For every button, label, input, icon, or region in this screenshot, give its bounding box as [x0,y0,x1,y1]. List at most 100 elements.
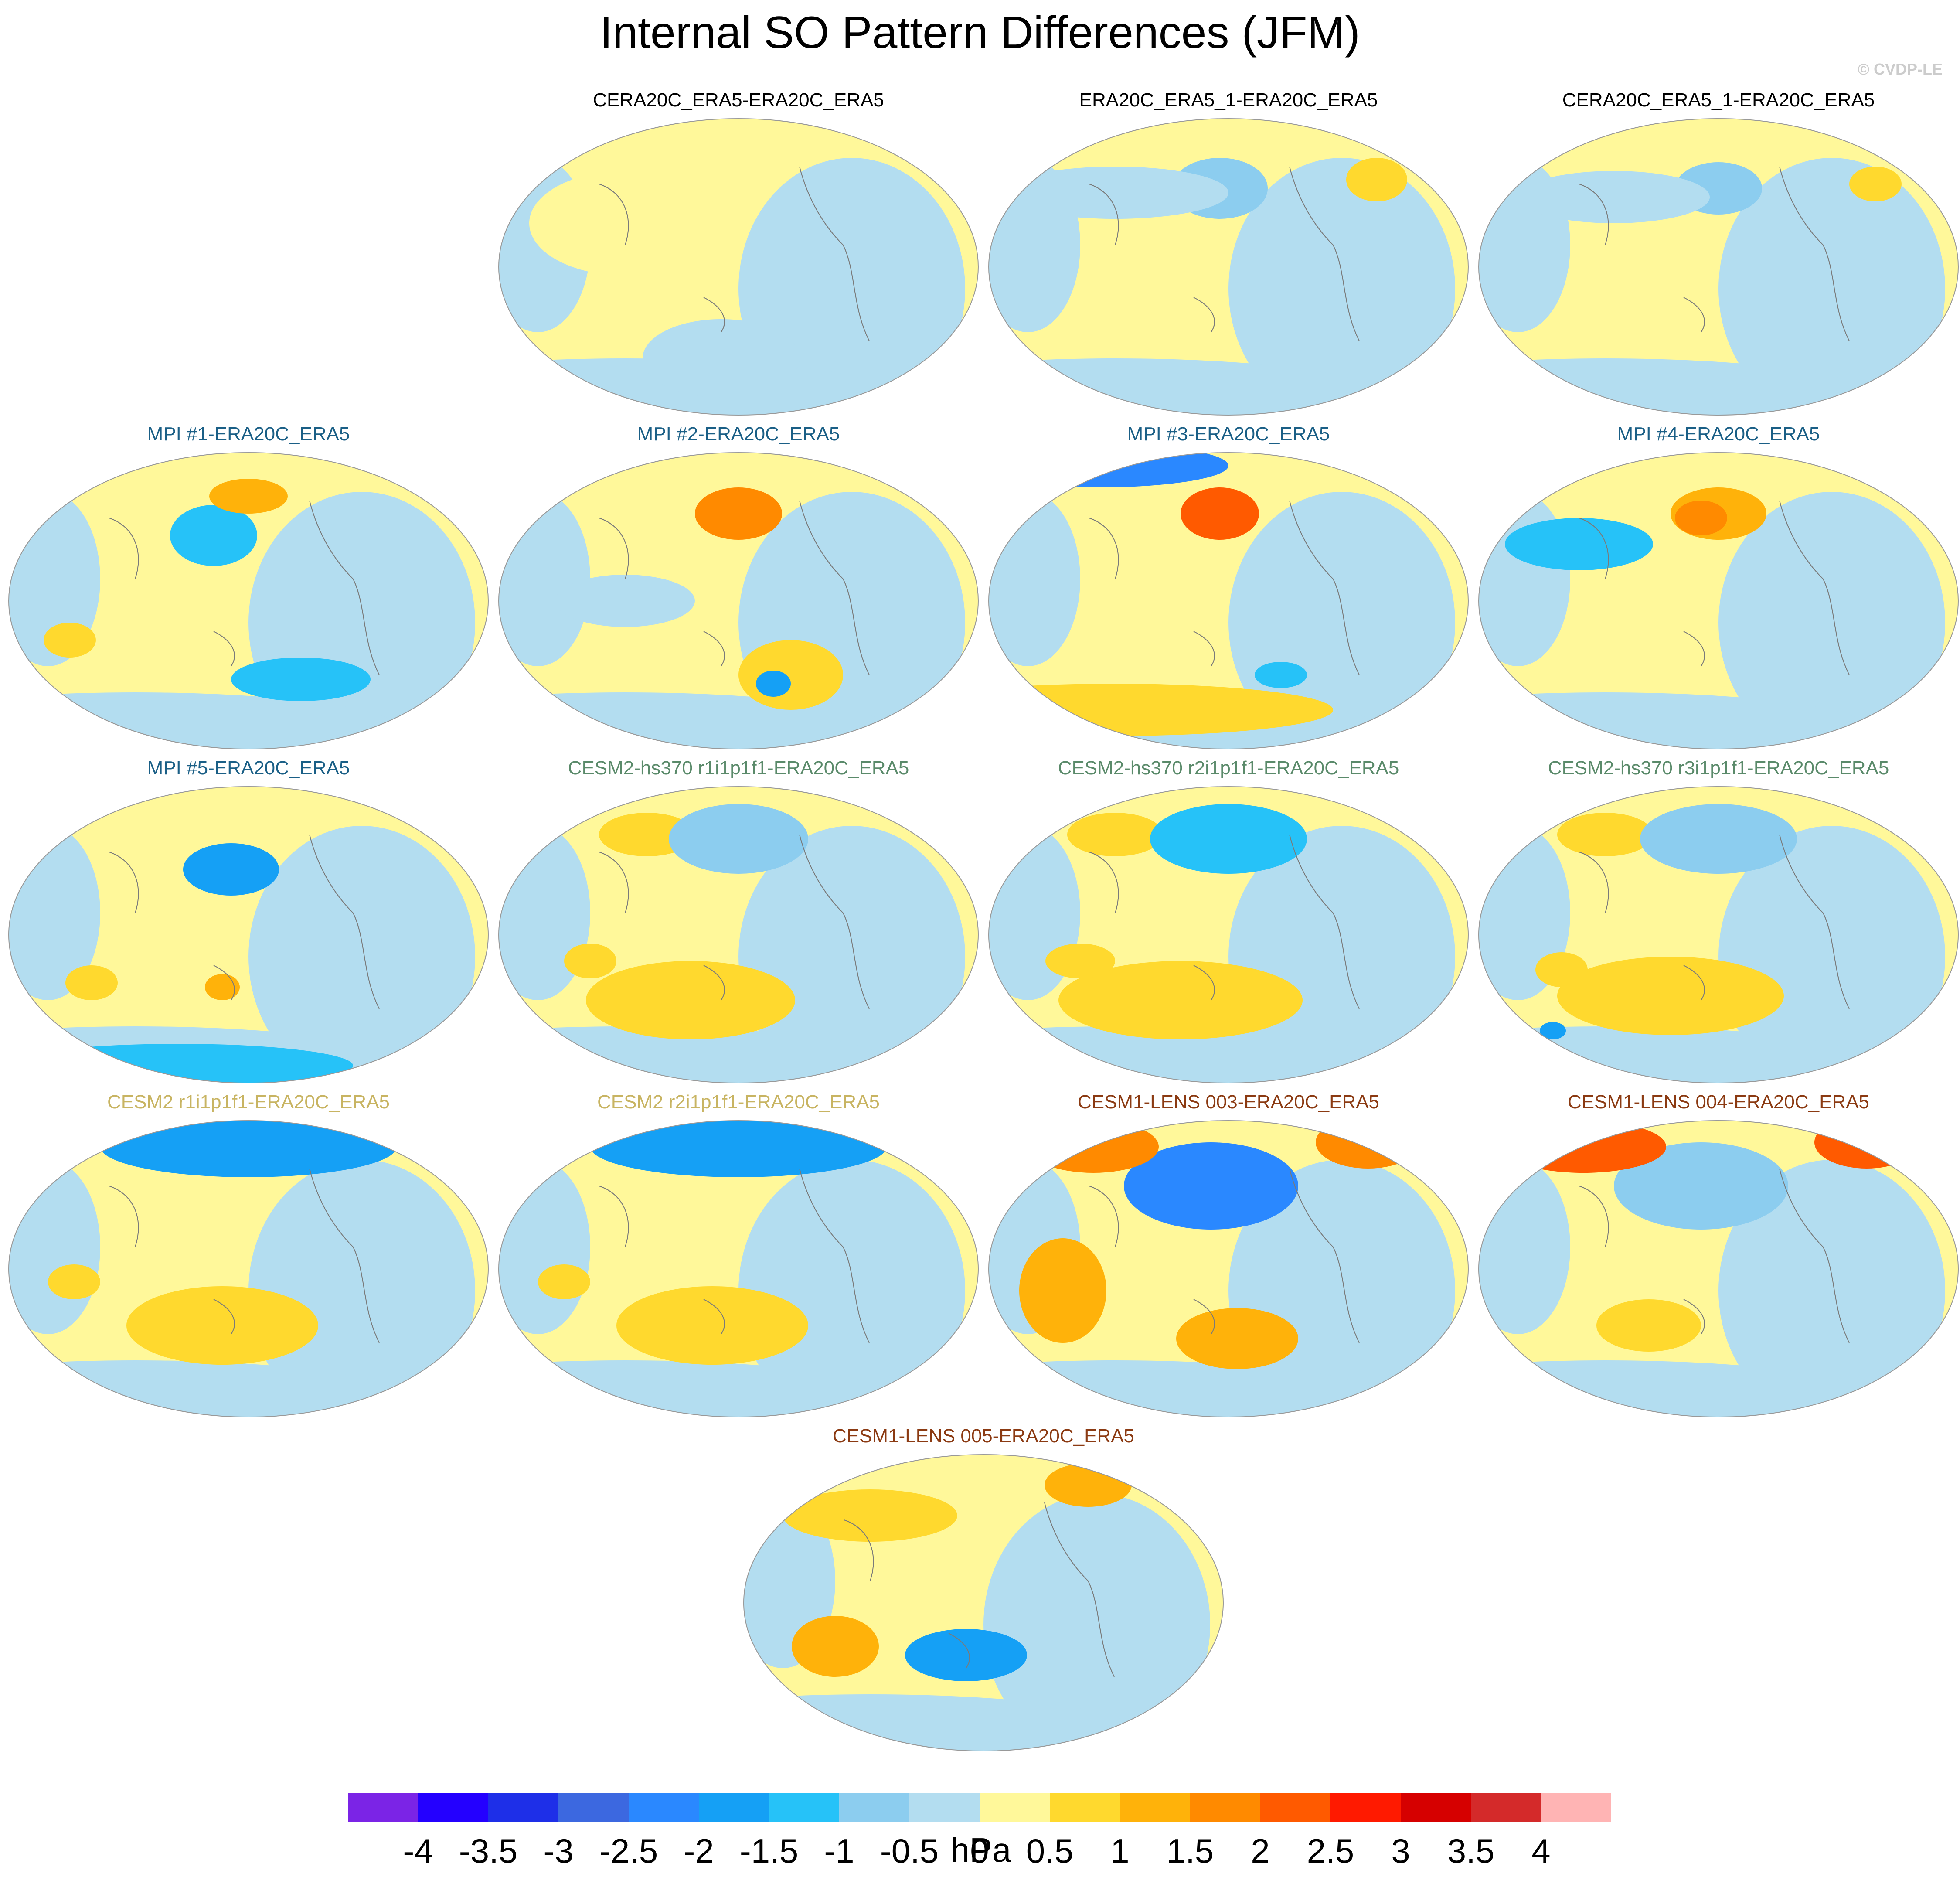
anomaly-region [248,1160,475,1417]
anomaly-region [1255,662,1307,688]
coastline [1089,834,1360,1009]
map-border [8,452,489,749]
anomaly-region [205,974,240,1000]
map-panel: MPI #4-ERA20C_ERA5 [1474,421,1960,756]
anomaly-region [1540,1022,1566,1039]
colorbar-swatch [909,1793,980,1822]
colorbar-tick-label: -3 [543,1832,574,1870]
world-map [1478,118,1959,416]
panel-title: CERA20C_ERA5-ERA20C_ERA5 [593,89,884,111]
panel-title: CESM1-LENS 003-ERA20C_ERA5 [1077,1091,1380,1113]
panel-title: CESM1-LENS 005-ERA20C_ERA5 [832,1425,1135,1447]
anomaly-region [590,1121,887,1177]
anomaly-region [1058,961,1303,1039]
anomaly-region [738,826,965,1083]
panel-title: MPI #3-ERA20C_ERA5 [1127,423,1330,445]
map-panel: CESM2 r2i1p1f1-ERA20C_ERA5 [494,1089,983,1424]
colorbar-tick-label: -3.5 [459,1832,518,1870]
colorbar-tick-label: 2.5 [1307,1832,1354,1870]
coastline [1089,1168,1360,1343]
coastline [844,1502,1115,1677]
anomaly-region [1535,952,1588,987]
coastline [1579,1168,1850,1343]
figure-title: Internal SO Pattern Differences (JFM) [600,7,1360,58]
map-panel: CERA20C_ERA5-ERA20C_ERA5 [494,87,983,422]
anomaly-region [100,1121,397,1177]
colorbar-swatch [558,1793,629,1822]
panel-title: MPI #4-ERA20C_ERA5 [1617,423,1820,445]
anomaly-region [756,671,791,697]
anomaly-region [1557,813,1653,856]
map-border [988,786,1469,1083]
anomaly-region [738,1160,965,1417]
map-border [8,1120,489,1417]
colorbar-tick-label: 3 [1391,1832,1410,1870]
world-map [498,452,979,749]
map-panel: CESM2-hs370 r3i1p1f1-ERA20C_ERA5 [1474,755,1960,1090]
map-panel: MPI #3-ERA20C_ERA5 [984,421,1473,756]
anomaly-region [1019,1238,1106,1343]
panel-title: MPI #5-ERA20C_ERA5 [147,757,350,779]
anomaly-region [1479,1026,1867,1083]
anomaly-region [1718,492,1945,749]
colorbar-swatch [1401,1793,1471,1822]
colorbar-tick-label: -1 [824,1832,854,1870]
anomaly-region [1479,1360,1867,1417]
anomaly-region [783,1489,957,1542]
anomaly-region [248,826,475,1083]
panel-title: CESM2-hs370 r3i1p1f1-ERA20C_ERA5 [1548,757,1889,779]
world-map [988,118,1469,416]
colorbar-swatch [629,1793,699,1822]
panel-title: CESM2 r1i1p1f1-ERA20C_ERA5 [107,1091,390,1113]
anomaly-region [1045,944,1115,978]
colorbar-tick-label: -4 [403,1832,433,1870]
map-panel: MPI #1-ERA20C_ERA5 [4,421,493,756]
colorbar-swatch [699,1793,769,1822]
world-map [1478,1120,1959,1417]
anomaly-region [231,658,371,701]
colorbar-swatch [839,1793,909,1822]
world-map [498,118,979,416]
anomaly-region [792,1616,879,1677]
anomaly-region [1176,1308,1298,1369]
colorbar-swatch [1050,1793,1120,1822]
anomaly-region [499,1360,887,1417]
colorbar-swatch [418,1793,488,1822]
coastline [1579,500,1850,675]
colorbar-tick-label: 0.5 [1026,1832,1074,1870]
anomaly-region [1718,158,1945,415]
anomaly-region [170,505,257,566]
anomaly-region [1614,1142,1788,1230]
coastline [1579,166,1850,341]
anomaly-region [1228,826,1455,1083]
map-panel: CESM1-LENS 004-ERA20C_ERA5 [1474,1089,1960,1424]
anomaly-region [564,944,616,978]
anomaly-region [499,1026,887,1083]
panel-title: ERA20C_ERA5_1-ERA20C_ERA5 [1079,89,1378,111]
map-border [498,452,979,749]
panel-title: CESM1-LENS 004-ERA20C_ERA5 [1567,1091,1870,1113]
anomaly-region [1596,1299,1701,1352]
anomaly-region [126,1286,318,1365]
map-border [1478,786,1959,1083]
panel-title: CERA20C_ERA5_1-ERA20C_ERA5 [1562,89,1875,111]
world-map [8,1120,489,1417]
colorbar-swatch [980,1793,1050,1822]
anomaly-region [1505,518,1653,570]
map-border [1478,118,1959,416]
anomaly-region [1002,167,1228,219]
anomaly-region [744,1694,1132,1751]
coastline [109,1168,380,1343]
map-panel: CESM1-LENS 003-ERA20C_ERA5 [984,1089,1473,1424]
map-border [498,1120,979,1417]
anomaly-region [1150,804,1307,874]
world-map [1478,452,1959,749]
map-panel: ERA20C_ERA5_1-ERA20C_ERA5 [984,87,1473,422]
map-border [1478,1120,1959,1417]
anomaly-region [538,1264,590,1299]
anomaly-region [1849,167,1902,201]
colorbar-tick-label: -0.5 [880,1832,939,1870]
colorbar-tick-label: -2 [684,1832,714,1870]
anomaly-region [905,1629,1027,1681]
